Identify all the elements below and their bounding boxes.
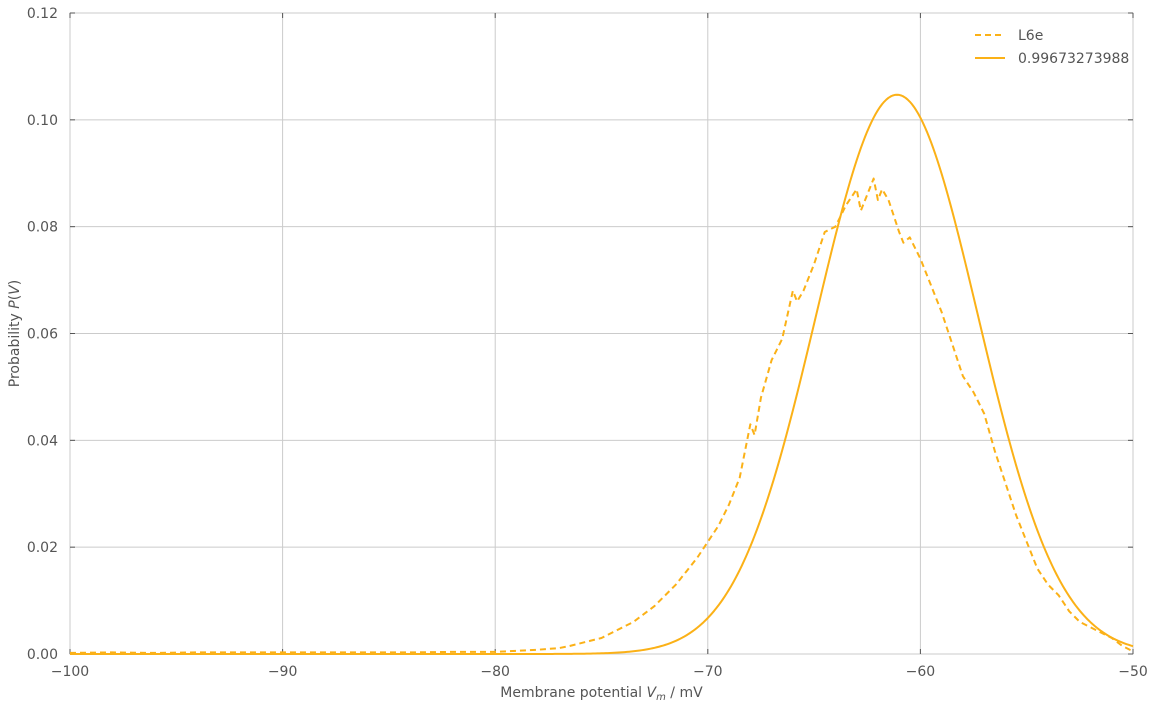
y-tick-label: 0.12	[27, 6, 58, 22]
y-axis-label-open: (	[7, 295, 23, 300]
legend-label-1: L6e	[1018, 28, 1043, 44]
axis-ticks: −100 −90 −80 −70 −60 −50 0.00 0.02 0.04 0.06 0.08 0…	[27, 6, 1148, 680]
x-axis-label-sub: m	[656, 692, 666, 703]
y-tick-label: 0.00	[27, 647, 58, 663]
x-tick-label: −70	[693, 664, 723, 680]
x-axis-label-prefix: Membrane potential	[500, 685, 646, 701]
x-axis-label: Membrane potential Vm / mV	[500, 685, 703, 703]
y-axis-label-prefix: Probability	[7, 309, 23, 387]
x-axis-label-var: V	[647, 685, 658, 701]
x-tick-label: −60	[906, 664, 936, 680]
y-axis-label-var: P	[7, 300, 23, 309]
y-axis-label-close: )	[7, 280, 23, 285]
x-tick-label: −50	[1118, 664, 1148, 680]
x-axis-label-suffix: / mV	[666, 685, 703, 701]
y-tick-label: 0.08	[27, 220, 58, 236]
series-line-1	[69, 177, 1134, 654]
y-tick-label: 0.04	[27, 433, 58, 449]
y-tick-label: 0.06	[27, 327, 58, 343]
series-group	[69, 93, 1134, 655]
grid	[69, 12, 1134, 655]
legend: L6e 0.99673273988	[975, 28, 1129, 67]
x-tick-label: −100	[51, 664, 89, 680]
x-tick-label: −90	[268, 664, 298, 680]
series-line-2	[70, 93, 1134, 655]
y-tick-label: 0.10	[27, 113, 58, 129]
y-axis-label-inner: V	[7, 284, 23, 295]
x-tick-label: −80	[480, 664, 510, 680]
legend-label-2: 0.99673273988	[1018, 51, 1129, 67]
y-axis-label: Probability P(V)	[7, 280, 23, 387]
y-tick-label: 0.02	[27, 540, 58, 556]
